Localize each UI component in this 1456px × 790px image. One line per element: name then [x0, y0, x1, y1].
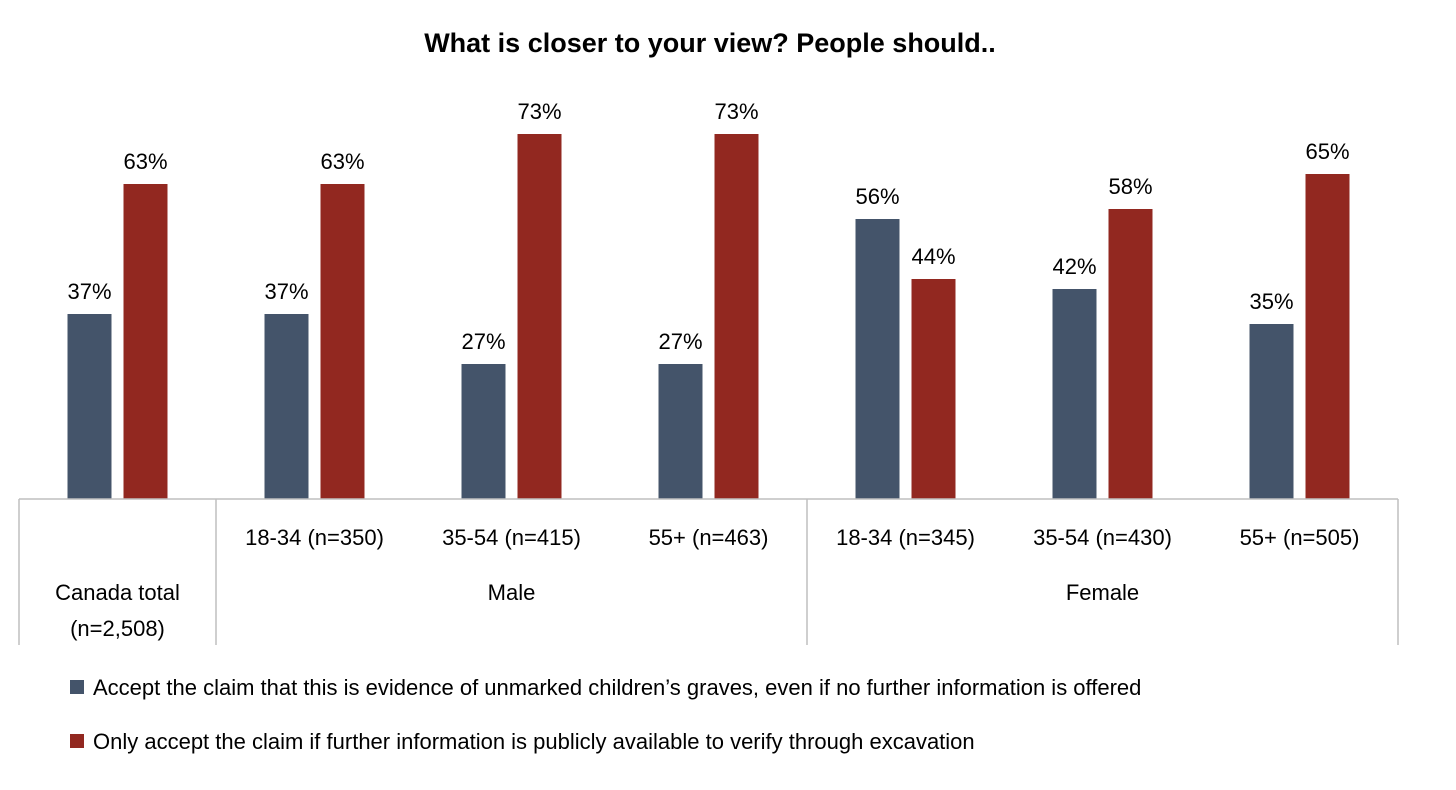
data-label-series1-cat2: 37% — [264, 279, 308, 304]
bar-series2-cat1 — [123, 184, 168, 499]
data-label-series1-cat5: 56% — [855, 184, 899, 209]
data-label-series2-cat4: 73% — [714, 99, 758, 124]
bar-series1-cat3 — [461, 364, 506, 499]
bar-series1-cat1 — [67, 314, 112, 499]
data-label-series1-cat1: 37% — [67, 279, 111, 304]
data-label-series1-cat7: 35% — [1249, 289, 1293, 314]
plot-area: 37% 63% 37% 63% 27% 73% 27% 73% 56% 44% 42% 58% 35% 6… — [67, 99, 1350, 499]
tick-label-cat7: 55+ (n=505) — [1240, 525, 1360, 550]
data-label-series2-cat6: 58% — [1108, 174, 1152, 199]
bar-series1-cat5 — [855, 219, 900, 499]
bar-series2-cat2 — [320, 184, 365, 499]
bar-series2-cat6 — [1108, 209, 1153, 499]
bar-series1-cat2 — [264, 314, 309, 499]
group-label-female: Female — [1066, 580, 1139, 605]
bar-series1-cat6 — [1052, 289, 1097, 499]
data-label-series2-cat2: 63% — [320, 149, 364, 174]
bar-series2-cat7 — [1305, 174, 1350, 499]
bar-series2-cat4 — [714, 134, 759, 499]
data-label-series1-cat6: 42% — [1052, 254, 1096, 279]
data-label-series1-cat3: 27% — [461, 329, 505, 354]
category-axis: Canada total (n=2,508) 18-34 (n=350) 35-54 … — [18, 498, 1399, 645]
group-label-male: Male — [488, 580, 536, 605]
data-label-series2-cat1: 63% — [123, 149, 167, 174]
tick-label-cat4: 55+ (n=463) — [649, 525, 769, 550]
tick-label-cat1: Canada total — [55, 580, 180, 605]
legend: Accept the claim that this is evidence o… — [70, 675, 1141, 754]
legend-swatch-series1 — [70, 680, 84, 694]
data-label-series2-cat3: 73% — [517, 99, 561, 124]
bar-series1-cat7 — [1249, 324, 1294, 499]
tick-label-cat6: 35-54 (n=430) — [1033, 525, 1172, 550]
legend-label-series1: Accept the claim that this is evidence o… — [93, 675, 1141, 700]
legend-swatch-series2 — [70, 734, 84, 748]
legend-label-series2: Only accept the claim if further informa… — [93, 729, 975, 754]
tick-label-cat3: 35-54 (n=415) — [442, 525, 581, 550]
chart-title: What is closer to your view? People shou… — [424, 28, 996, 58]
tick-label-cat1: (n=2,508) — [70, 616, 165, 641]
tick-label-cat5: 18-34 (n=345) — [836, 525, 975, 550]
bar-series2-cat3 — [517, 134, 562, 499]
data-label-series2-cat5: 44% — [911, 244, 955, 269]
bar-series2-cat5 — [911, 279, 956, 499]
bar-series1-cat4 — [658, 364, 703, 499]
data-label-series1-cat4: 27% — [658, 329, 702, 354]
tick-label-cat2: 18-34 (n=350) — [245, 525, 384, 550]
data-label-series2-cat7: 65% — [1305, 139, 1349, 164]
